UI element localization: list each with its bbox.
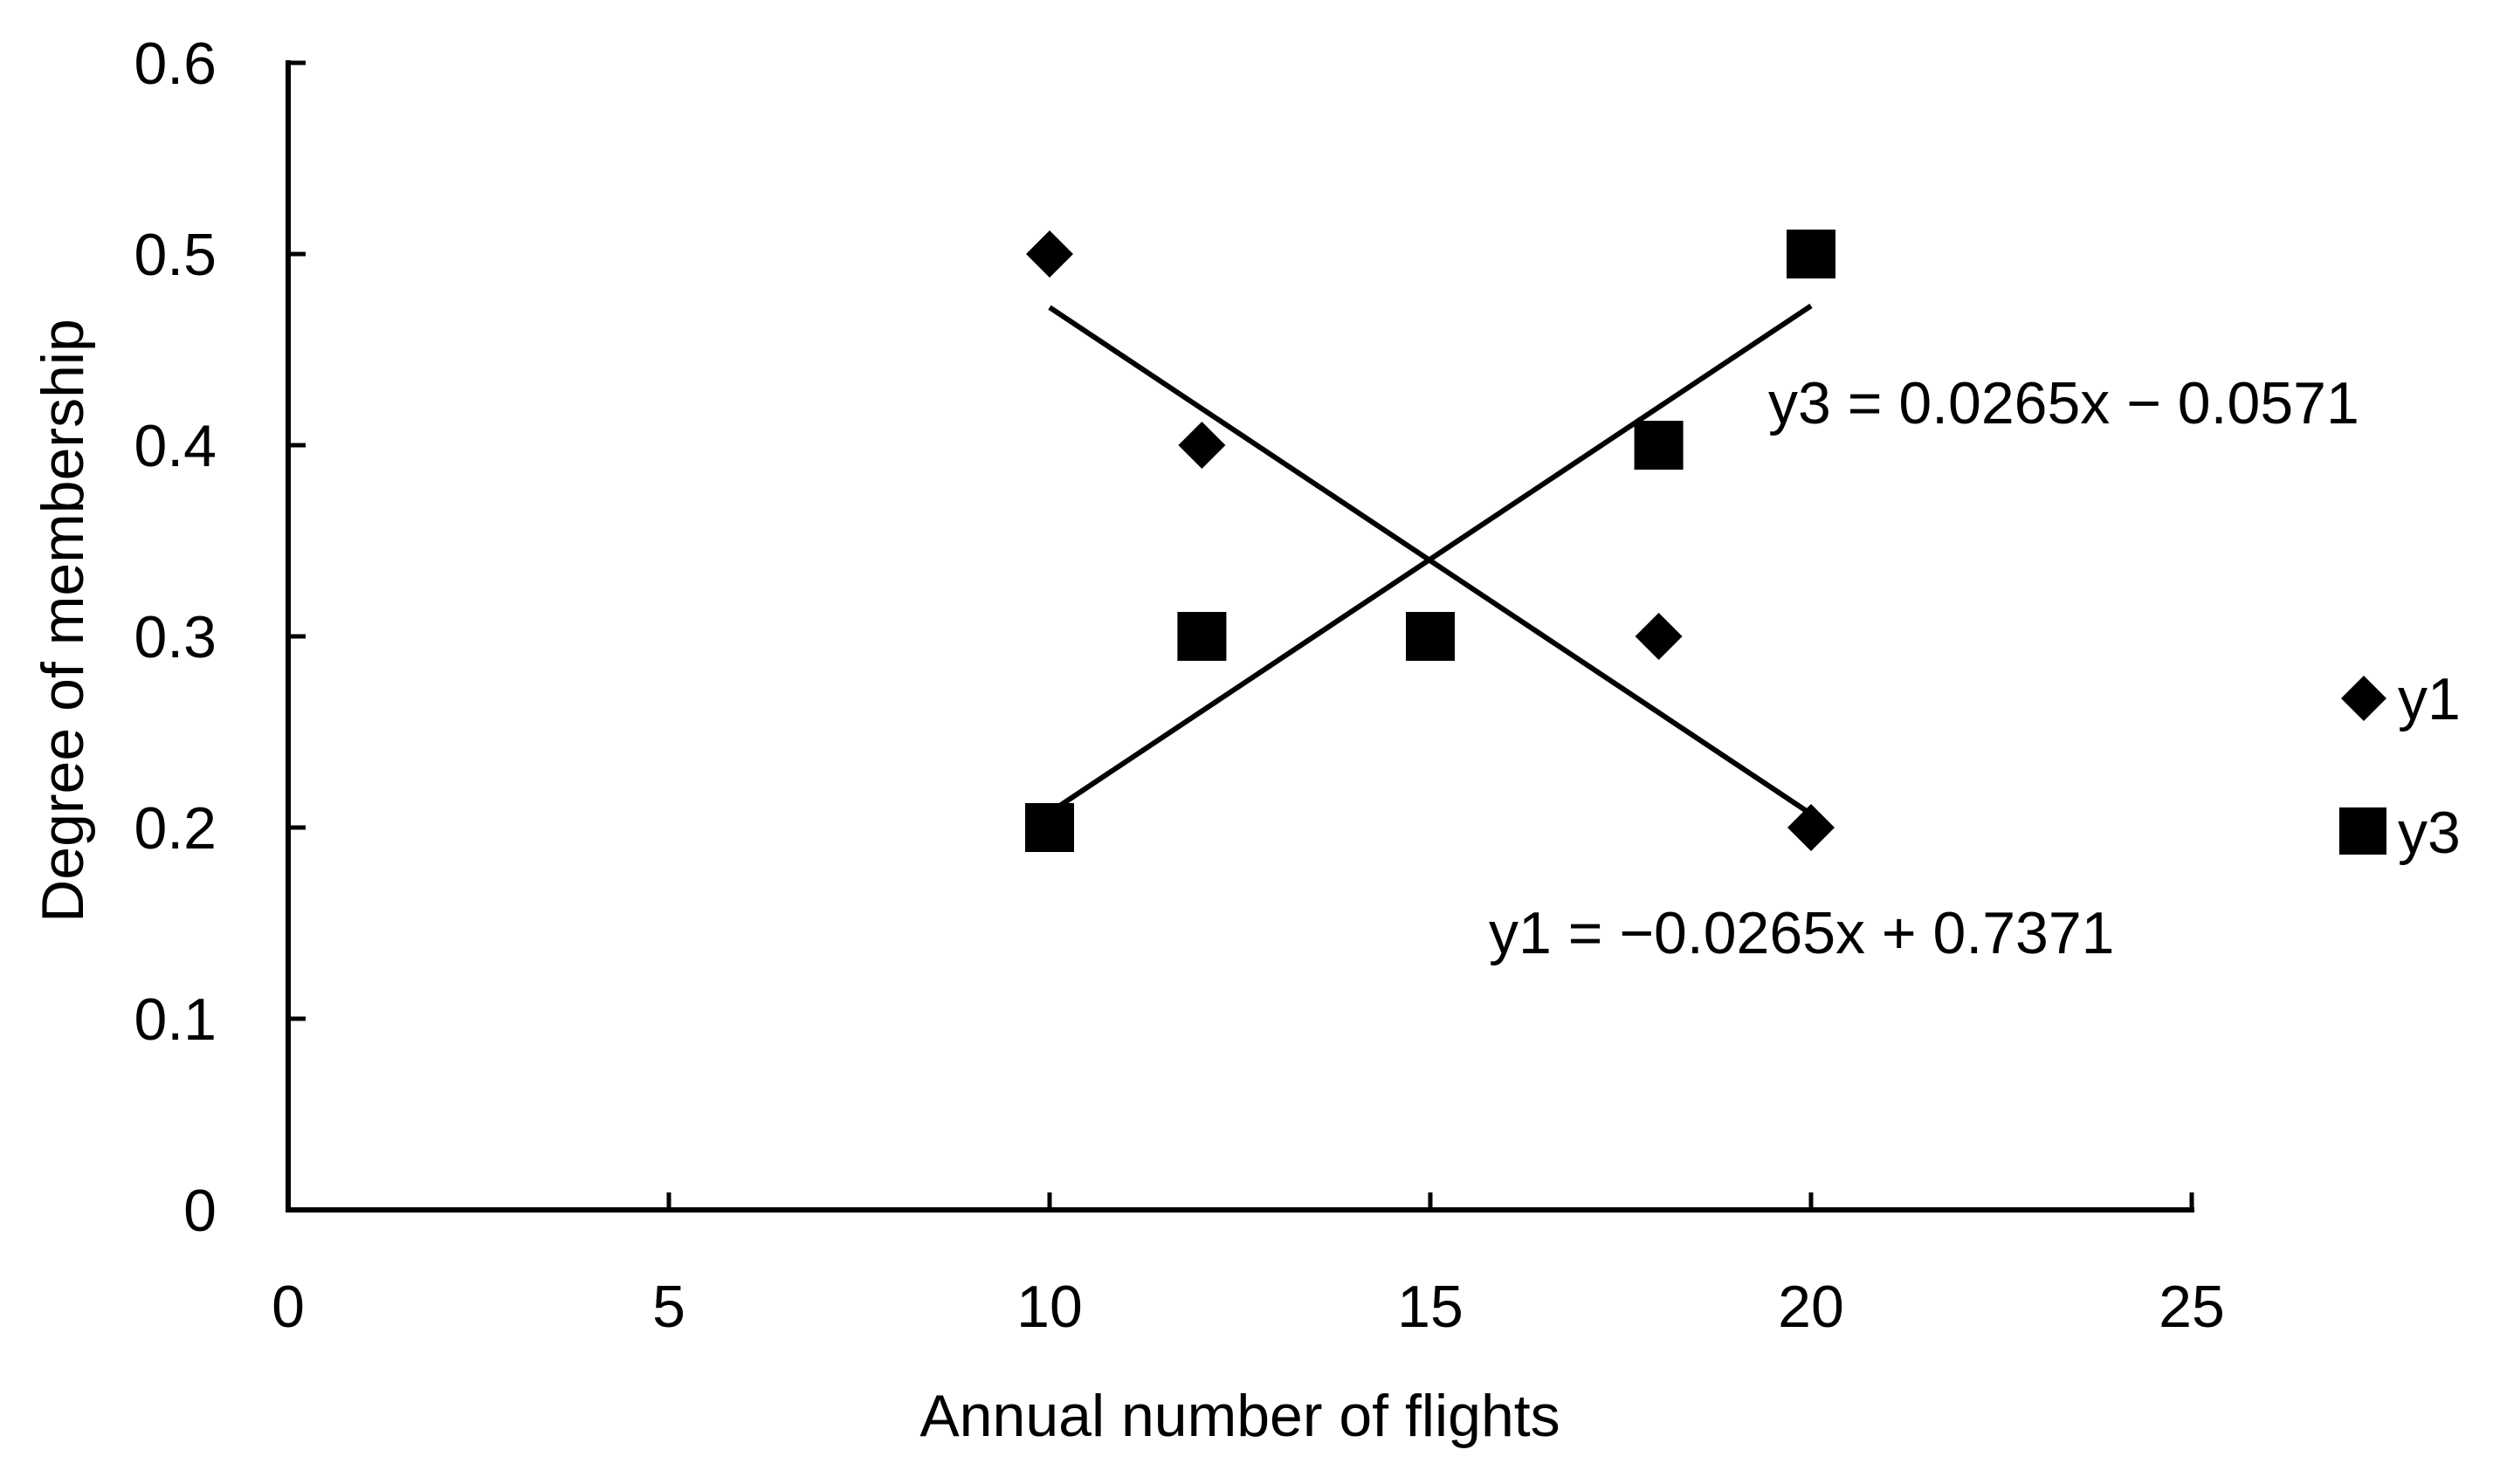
data-point-y1 (1635, 613, 1683, 660)
y-tick-label: 0.2 (134, 795, 217, 862)
legend-item-y1: y1 (2341, 666, 2461, 732)
y-axis-title: Degree of membership (30, 319, 96, 923)
data-point-y1 (1787, 804, 1835, 851)
axes-layer: 0 0.1 0.2 0.3 0.4 0.5 0.6 0 5 10 15 20 25 (134, 31, 2224, 1340)
legend-square-marker-y3 (2339, 807, 2386, 855)
data-point-y1 (1178, 422, 1226, 469)
y-tick-label: 0.6 (134, 31, 217, 97)
x-tick-label: 10 (1016, 1274, 1083, 1340)
data-point-y3 (1406, 612, 1455, 661)
data-point-y1 (1026, 230, 1073, 278)
data-point-y3 (1787, 230, 1835, 278)
x-tick-label: 20 (1778, 1274, 1844, 1340)
legend: y1 y3 (2339, 666, 2461, 866)
points-layer (1025, 230, 1835, 852)
x-tick-label: 25 (2159, 1274, 2225, 1340)
x-axis-title: Annual number of flights (919, 1383, 1560, 1449)
trendlines-layer (1048, 303, 1813, 816)
x-tick-label: 0 (272, 1274, 305, 1340)
trendline-y3 (1048, 303, 1813, 815)
y-tick-label: 0.3 (134, 604, 217, 670)
y-tick-label: 0.4 (134, 413, 217, 479)
legend-label-y1: y1 (2398, 666, 2461, 732)
data-point-y3 (1634, 421, 1684, 470)
labels-layer: Annual number of flights Degree of membe… (30, 319, 2359, 1449)
data-point-y3 (1025, 803, 1074, 852)
y-tick-label: 0 (183, 1178, 217, 1244)
y-tick-label: 0.5 (134, 222, 217, 288)
trendline-equation-y1: y1 = −0.0265x + 0.7371 (1489, 900, 2115, 966)
data-point-y3 (1177, 612, 1227, 661)
x-tick-label: 5 (652, 1274, 685, 1340)
y-tick-label: 0.1 (134, 986, 217, 1053)
legend-diamond-marker-y1 (2341, 676, 2386, 721)
legend-label-y3: y3 (2398, 800, 2461, 866)
x-tick-label: 15 (1397, 1274, 1463, 1340)
legend-item-y3: y3 (2339, 800, 2461, 866)
trendline-equation-y3: y3 = 0.0265x − 0.0571 (1768, 370, 2359, 436)
